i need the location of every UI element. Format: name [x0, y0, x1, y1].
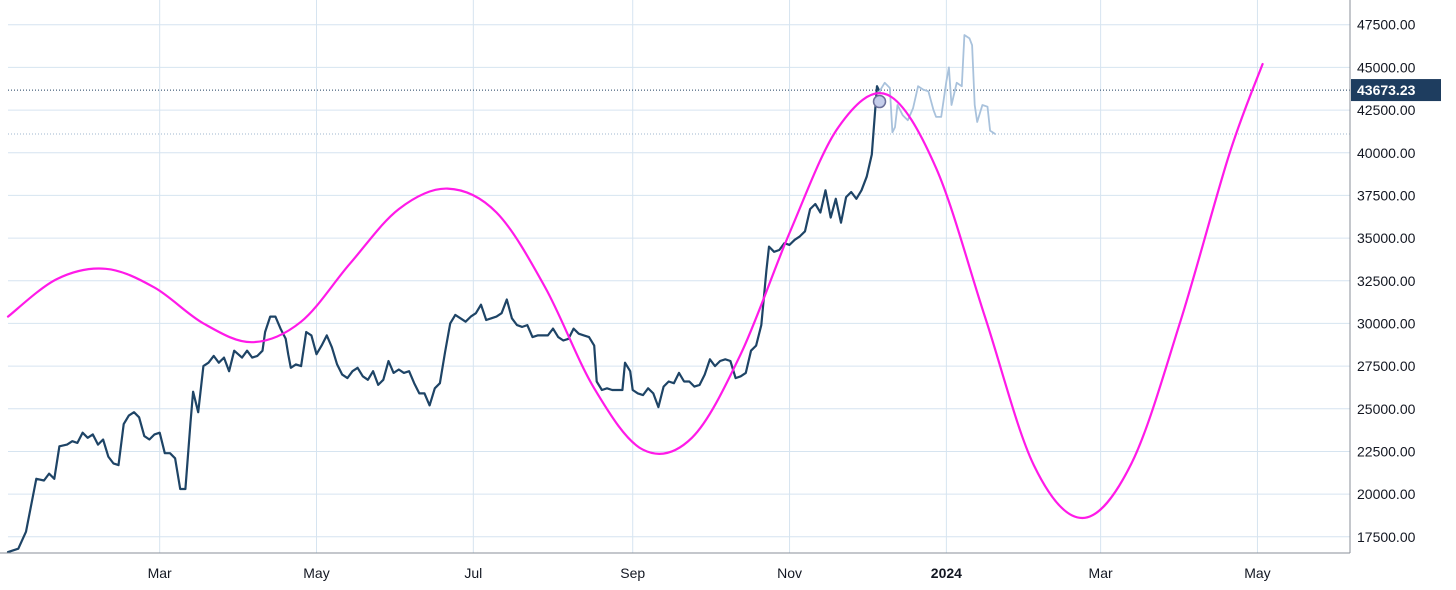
- x-tick-label: Nov: [777, 565, 802, 581]
- y-tick-label: 42500.00: [1357, 102, 1416, 118]
- y-tick-label: 47500.00: [1357, 17, 1416, 33]
- y-tick-label: 27500.00: [1357, 358, 1416, 374]
- y-tick-label: 20000.00: [1357, 486, 1416, 502]
- series: [6, 34, 1264, 554]
- y-tick-label: 22500.00: [1357, 443, 1416, 459]
- x-tick-label: Mar: [1089, 565, 1113, 581]
- last-price-tag: [1351, 79, 1441, 102]
- y-tick-label: 32500.00: [1357, 273, 1416, 289]
- y-tick-label: 35000.00: [1357, 230, 1416, 246]
- x-tick-label: May: [303, 565, 329, 581]
- x-tick-label: Sep: [620, 565, 645, 581]
- markers: [872, 94, 887, 109]
- marker-point: [872, 94, 887, 109]
- series-line-price-continuation: [878, 34, 997, 135]
- y-tick-label: 37500.00: [1357, 187, 1416, 203]
- y-tick-label: 17500.00: [1357, 529, 1416, 545]
- reference-lines: [8, 89, 1350, 135]
- y-tick-label: 45000.00: [1357, 59, 1416, 75]
- x-tick-label: Jul: [464, 565, 482, 581]
- y-tick-label: 30000.00: [1357, 315, 1416, 331]
- axes: 17500.00 20000.00 22500.00 25000.00 27500.00…: [0, 0, 1416, 581]
- series-line-price: [6, 85, 881, 554]
- x-tick-label: 2024: [931, 565, 962, 581]
- y-tick-label: 40000.00: [1357, 145, 1416, 161]
- series-line-cycle: [6, 62, 1264, 520]
- grid: [8, 0, 1350, 553]
- x-tick-label: Mar: [148, 565, 172, 581]
- price-tags: 43673.23: [1351, 79, 1441, 102]
- last-price-label: 43673.23: [1357, 82, 1416, 98]
- x-tick-label: May: [1244, 565, 1270, 581]
- y-tick-label: 25000.00: [1357, 401, 1416, 417]
